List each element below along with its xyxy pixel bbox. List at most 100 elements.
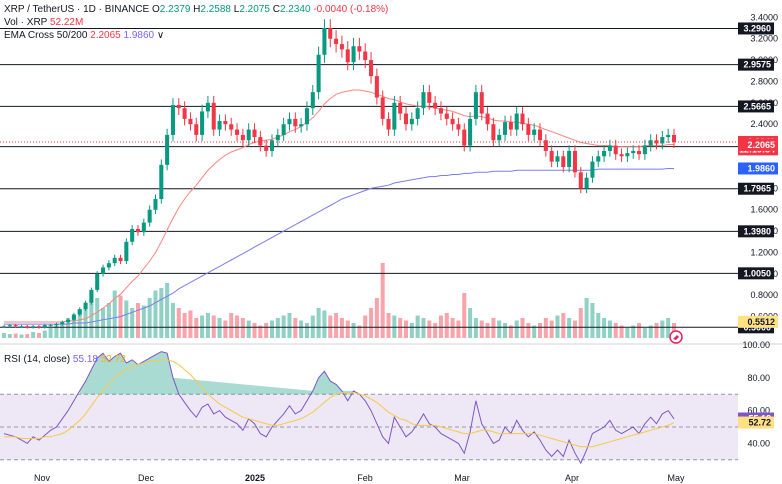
volume-bar <box>386 313 391 338</box>
rsi-legend[interactable]: RSI (14, close) 55.18 52.72 <box>4 354 126 366</box>
candle-body <box>269 140 275 151</box>
volume-bar <box>549 320 554 338</box>
candle-body <box>433 102 438 109</box>
volume-bar <box>625 328 630 338</box>
volume-bar <box>83 303 88 338</box>
volume-bar <box>106 303 111 338</box>
candle-body <box>101 267 106 274</box>
price-tag <box>738 315 778 328</box>
price-tag <box>738 162 778 175</box>
volume-bar <box>217 318 222 338</box>
candle-body <box>71 314 76 320</box>
candle-body <box>106 263 111 268</box>
volume-bar <box>473 318 478 338</box>
volume-bar <box>671 323 677 338</box>
symbol-title[interactable]: XRP / TetherUS · 1D · BINANCE <box>4 4 150 15</box>
volume-bar <box>275 318 280 338</box>
candle-body <box>258 137 263 146</box>
volume-bar <box>462 293 467 338</box>
volume-label: Vol · XRP <box>4 17 48 28</box>
candle-body <box>229 124 234 130</box>
volume-bar <box>159 288 164 338</box>
rsi-axis-label: 40.00 <box>747 438 770 448</box>
volume-bar <box>42 330 47 338</box>
candle-body <box>135 228 141 233</box>
candle-body <box>299 124 304 127</box>
level-tag <box>738 58 774 71</box>
candle-body <box>310 92 315 109</box>
candle-body <box>182 108 187 119</box>
close-label: C <box>272 4 280 15</box>
candle-body <box>118 257 123 262</box>
candle-body <box>316 54 321 93</box>
symbol-legend: XRP / TetherUS · 1D · BINANCE O2.2379 H2… <box>4 4 388 16</box>
volume-bar <box>485 323 490 338</box>
volume-bar <box>182 313 187 338</box>
candle-body <box>584 177 589 189</box>
candle-body <box>188 118 193 125</box>
candle-body <box>666 134 671 138</box>
candle-body <box>602 150 607 157</box>
volume-bar <box>60 323 65 338</box>
volume-bar <box>211 315 216 338</box>
volume-bar <box>427 320 432 338</box>
candle-body <box>48 325 53 327</box>
ema-legend[interactable]: EMA Cross 50/200 2.2065 1.9860 ∨ <box>4 30 164 42</box>
volume-bar <box>561 313 566 338</box>
candle-body <box>36 326 41 328</box>
volume-bar <box>165 283 170 338</box>
volume-bar <box>153 290 158 338</box>
volume-value: 52.22M <box>49 17 84 28</box>
candle-body <box>275 134 280 141</box>
volume-bar <box>497 320 502 338</box>
volume-bar <box>619 325 624 338</box>
candles[interactable] <box>0 19 738 329</box>
ema-label: EMA Cross 50/200 <box>4 30 88 41</box>
change-value: -0.0040 (-0.18%) <box>313 4 389 15</box>
candle-body <box>532 129 537 135</box>
open-value: 2.2379 <box>159 4 191 15</box>
candle-body <box>328 28 333 39</box>
candle-body <box>561 156 566 167</box>
volume-bar <box>421 318 426 338</box>
price-axis-label: 1.2000 <box>750 247 778 257</box>
horizontal-levels[interactable] <box>0 27 738 328</box>
candle-body <box>479 92 484 114</box>
candle-body <box>200 111 205 135</box>
volume-bar <box>334 313 339 338</box>
volume-legend[interactable]: Vol · XRP 52.22M <box>4 17 83 29</box>
candle-body <box>660 137 665 144</box>
candle-body <box>165 134 170 165</box>
volume-bar <box>246 320 251 338</box>
candle-body <box>77 309 82 315</box>
volume-bar <box>101 308 106 338</box>
candle-body <box>351 46 356 63</box>
chevron-icon[interactable]: ∨ <box>156 30 165 41</box>
candle-body <box>246 129 251 141</box>
time-axis-label: May <box>667 473 685 483</box>
volume-bar <box>66 318 71 338</box>
volume-bar <box>613 323 618 338</box>
volume-bar <box>112 290 117 338</box>
rsi-label: RSI (14, close) <box>4 354 71 365</box>
candle-body <box>141 222 146 233</box>
candle-body <box>363 51 368 61</box>
candle-body <box>485 113 490 125</box>
time-axis[interactable]: Nov Dec 2025 Feb Mar Apr May <box>34 473 685 483</box>
volume-bar <box>374 298 379 338</box>
volume-bar <box>71 315 76 338</box>
candle-body <box>130 228 135 242</box>
price-tag-text: 1.9860 <box>747 163 775 173</box>
volume-bar <box>503 323 508 338</box>
candle-body <box>60 321 65 325</box>
rsi-pane[interactable] <box>0 351 738 465</box>
candle-body <box>54 324 59 326</box>
level-tag <box>738 267 774 280</box>
candle-body <box>25 326 30 328</box>
low-label: L <box>233 4 240 15</box>
candle-body <box>543 140 548 151</box>
volume-bar <box>479 320 484 338</box>
volume-bar <box>357 325 362 338</box>
volume-bar <box>258 325 263 338</box>
